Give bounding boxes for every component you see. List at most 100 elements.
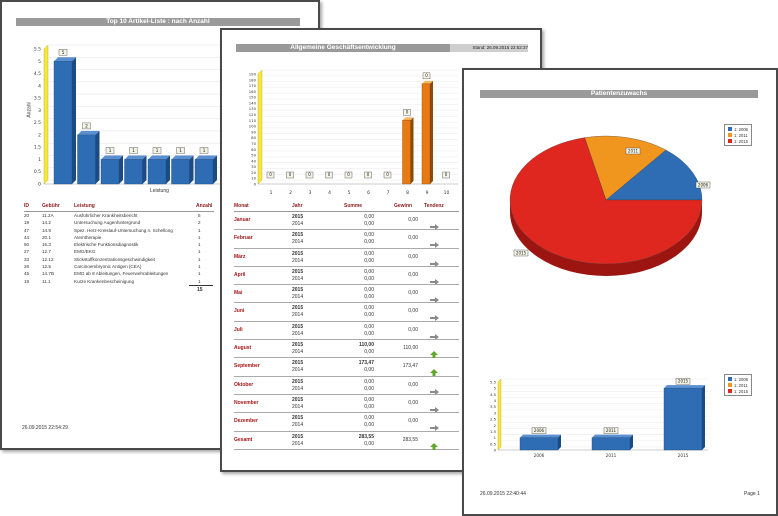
- table-cell: 33: [24, 256, 30, 262]
- table-row: April 2015 2014 0,00 0,00 0,00: [234, 267, 459, 286]
- sum-current: 0,00: [364, 214, 374, 220]
- year-current: 2015: [292, 250, 304, 257]
- bar-side: [95, 130, 100, 184]
- year-previous: 2014: [292, 440, 304, 447]
- sum-previous: 0,00: [364, 275, 374, 282]
- data-label: 0: [328, 172, 331, 177]
- trend-flat-icon: [430, 308, 439, 322]
- x-tick-label: 7: [387, 190, 390, 196]
- profit-value: 110,00: [403, 345, 418, 352]
- bar-top: [171, 155, 194, 160]
- y-tick-label: 5: [38, 59, 41, 65]
- y-tick-label: 90: [251, 129, 256, 134]
- data-label-box: [364, 171, 372, 179]
- bar-top: [101, 155, 123, 160]
- y-tick-label: 0: [38, 182, 41, 188]
- pie-label-box: [695, 181, 711, 189]
- legend-swatch: [728, 383, 732, 387]
- year-previous: 2014: [292, 221, 304, 227]
- bar-top: [422, 80, 433, 84]
- y-tick-label: 170: [249, 83, 257, 88]
- profit-value: 0,00: [408, 308, 418, 315]
- report-page-patients: Patientenzuwachs 2006 2011 2015 1: 2006 1:…: [462, 68, 778, 516]
- data-label-box: [675, 377, 691, 385]
- bar-side: [430, 80, 433, 184]
- table-cell: EMG ab 8 Ableitungen, Feuerwehrableitung…: [74, 271, 169, 277]
- table-row: Mai 2015 2014 0,00 0,00 0,00: [234, 285, 459, 304]
- column-header: Summe: [344, 203, 363, 209]
- y-tick-label: 1.5: [490, 429, 497, 434]
- year-previous: 2014: [292, 385, 304, 392]
- bar: [100, 159, 120, 185]
- sum-current: 173,47: [358, 360, 374, 367]
- table-cell: 47: [24, 227, 30, 233]
- legend-swatch: [728, 389, 732, 393]
- table-cell: 16.3: [42, 242, 51, 248]
- bar-side: [166, 155, 170, 184]
- bar-side: [558, 434, 561, 450]
- table-cell: 14.2: [42, 220, 51, 226]
- trend-flat-icon: [430, 235, 439, 249]
- bar-side: [119, 155, 123, 184]
- profit-value: 0,00: [408, 271, 418, 278]
- y-tick-label: 2: [38, 132, 41, 138]
- y-axis-label: Anzahl: [26, 102, 33, 118]
- y-axis-wall: [257, 69, 263, 185]
- trend-flat-icon: [430, 400, 439, 413]
- y-tick-label: 1: [494, 435, 497, 440]
- year-previous: 2014: [292, 312, 304, 319]
- top10-bar-chart: 5.5 5 4.5 4 3.5 3 2.5 2 1.5 1 0.5 0 5 2 1 1 1 1 1: [34, 44, 242, 188]
- column-header: Gebühr: [42, 203, 60, 209]
- bar: [53, 61, 73, 185]
- bar-side: [189, 155, 194, 184]
- table-cell: 45: [24, 271, 30, 277]
- bar-side: [142, 155, 147, 184]
- x-tick-label: 8: [406, 190, 409, 196]
- sum-current: 0,00: [364, 232, 374, 239]
- business-table: Monat Jahr Summe Gewinn Tendenz Januar 2015 …: [234, 202, 459, 450]
- table-cell: 20.1: [42, 234, 51, 240]
- table-cell: 12.5: [42, 264, 51, 270]
- y-tick-label: 4.5: [34, 71, 41, 77]
- data-label-box: [325, 171, 333, 179]
- table-row: 44 20.1 Atemtherapie 1: [24, 234, 214, 241]
- y-tick-label: 140: [249, 100, 257, 105]
- y-tick-label: 4: [494, 398, 497, 403]
- bar: [147, 159, 167, 185]
- y-tick-label: 20: [251, 170, 256, 175]
- year-current: 2015: [292, 214, 304, 220]
- table-cell: 27: [24, 249, 30, 255]
- data-label: 2011: [606, 428, 617, 433]
- table-row: 19 14.2 Untersuchung Augenhintergrund 2: [24, 219, 214, 226]
- year-current: 2015: [292, 305, 304, 312]
- sum-current: 0,00: [364, 378, 374, 385]
- data-label-box: [305, 171, 314, 179]
- sum-current: 0,00: [364, 287, 374, 294]
- year-previous: 2014: [292, 239, 304, 246]
- data-label-box: [58, 49, 68, 56]
- bar-top: [664, 385, 705, 389]
- table-cell: 26: [24, 264, 30, 270]
- bar-top: [124, 155, 147, 160]
- business-bar-chart: 1901801701601501401301201101009080706050…: [249, 69, 458, 196]
- pie-label-box: [625, 147, 641, 155]
- x-tick-label: 2011: [606, 453, 617, 458]
- sum-previous: 0,00: [364, 440, 374, 447]
- sum-previous: 0,00: [364, 239, 374, 246]
- profit-value: 0,00: [408, 253, 418, 260]
- data-label-box: [344, 171, 353, 179]
- y-tick-label: 160: [249, 89, 257, 94]
- y-tick-label: 0: [254, 182, 257, 187]
- bar: [402, 120, 411, 185]
- sum-previous: 0,00: [364, 257, 374, 264]
- sum-current: 283,55: [358, 433, 374, 440]
- profit-value: 0,00: [408, 217, 418, 223]
- y-tick-label: 110: [249, 118, 257, 123]
- pie-slice: [605, 149, 703, 201]
- y-tick-label: 30: [251, 164, 256, 169]
- year-current: 2015: [292, 396, 304, 403]
- legend-label: 1: 2015: [734, 388, 748, 394]
- x-tick-label: 10: [444, 190, 450, 196]
- table-cell: 1: [198, 278, 201, 284]
- table-cell: 14.7B: [42, 271, 55, 277]
